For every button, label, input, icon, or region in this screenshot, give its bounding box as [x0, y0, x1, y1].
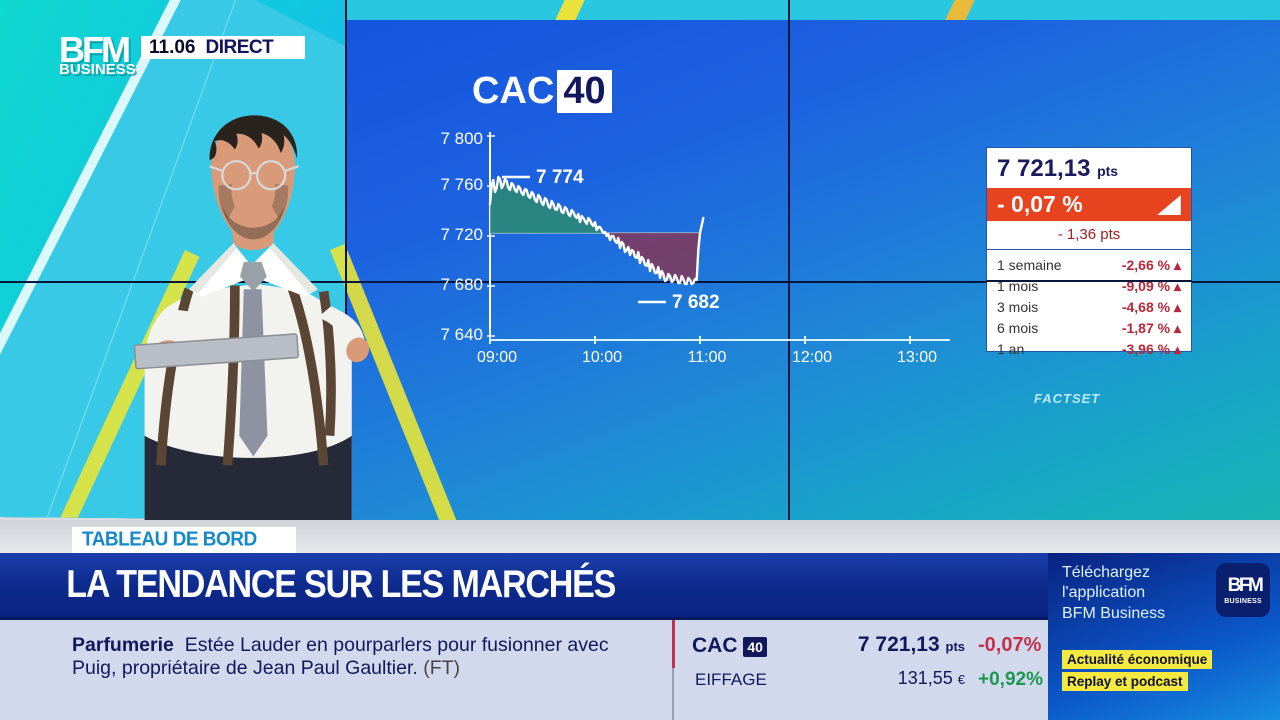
- svg-text:7 640: 7 640: [440, 325, 483, 344]
- svg-text:7 760: 7 760: [440, 175, 483, 194]
- svg-text:7 680: 7 680: [440, 275, 483, 294]
- svg-text:7 682: 7 682: [672, 292, 720, 313]
- svg-text:12:00: 12:00: [792, 349, 832, 366]
- svg-text:7 720: 7 720: [440, 225, 483, 244]
- svg-text:10:00: 10:00: [582, 349, 622, 366]
- svg-text:7 800: 7 800: [440, 130, 483, 148]
- svg-text:09:00: 09:00: [477, 349, 517, 366]
- svg-text:11:00: 11:00: [688, 349, 727, 366]
- svg-text:13:00: 13:00: [897, 349, 937, 366]
- svg-text:7 774: 7 774: [536, 167, 584, 188]
